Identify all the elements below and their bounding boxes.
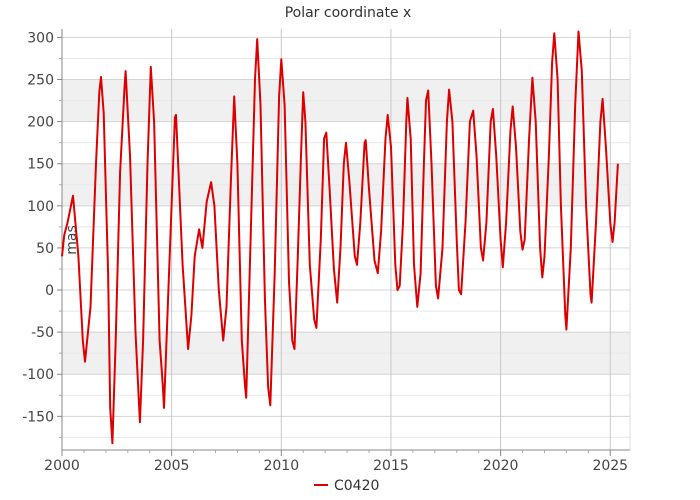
y-tick-labels: -150 -100 -50 0 50 100 150 200 250 300 bbox=[22, 30, 54, 425]
series-line-C0420 bbox=[61, 30, 619, 445]
y-tick-label: 100 bbox=[27, 199, 54, 215]
y-tick-label: 300 bbox=[27, 30, 54, 46]
x-tick-label: 2000 bbox=[44, 458, 80, 474]
y-tick-label: 0 bbox=[45, 283, 54, 299]
chart-title: Polar coordinate x bbox=[285, 5, 412, 21]
x-tick-label: 2015 bbox=[373, 458, 409, 474]
y-tick-label: 250 bbox=[27, 73, 54, 89]
axes bbox=[57, 29, 631, 456]
y-tick-label: 200 bbox=[27, 115, 54, 131]
x-tick-label: 2005 bbox=[154, 458, 190, 474]
y-tick-label: -150 bbox=[22, 409, 54, 425]
legend-label: C0420 bbox=[334, 478, 379, 494]
series-layer bbox=[61, 30, 619, 445]
x-tick-label: 2020 bbox=[483, 458, 519, 474]
y-tick-label: -50 bbox=[31, 325, 54, 341]
y-tick-label: 50 bbox=[36, 241, 54, 257]
y-tick-label: 150 bbox=[27, 157, 54, 173]
x-tick-label: 2010 bbox=[263, 458, 299, 474]
x-tick-label: 2025 bbox=[592, 458, 628, 474]
grid-lines bbox=[61, 29, 630, 450]
x-tick-labels: 2000 2005 2010 2015 2020 2025 bbox=[44, 458, 628, 474]
y-tick-label: -100 bbox=[22, 367, 54, 383]
legend[interactable]: C0420 bbox=[314, 478, 379, 494]
